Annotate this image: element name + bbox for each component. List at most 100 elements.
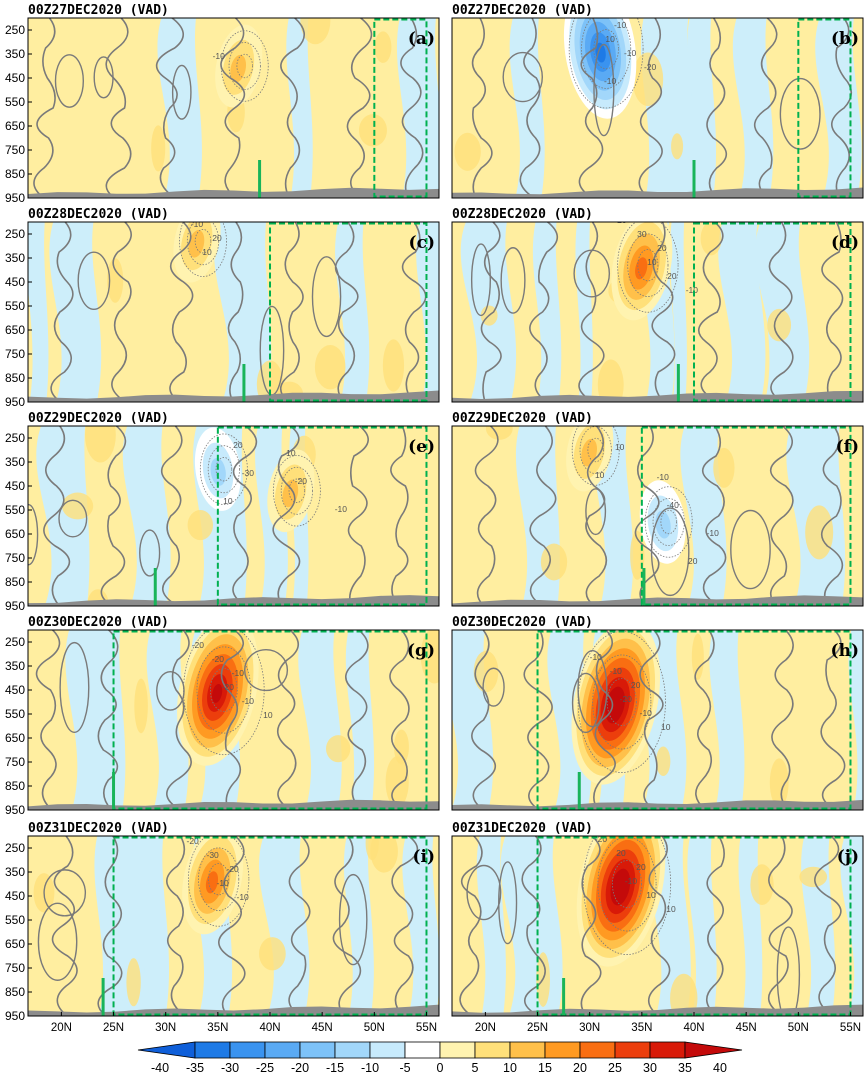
panel-label: (a) xyxy=(408,29,435,49)
negative-region xyxy=(509,18,545,198)
zero-contour xyxy=(169,222,194,402)
colorbar-bin xyxy=(137,1041,196,1059)
zero-contour xyxy=(471,18,493,198)
anomaly-core-0 xyxy=(230,54,247,83)
x-tick-label: 35N xyxy=(631,1022,652,1034)
weak-anomaly xyxy=(769,758,789,808)
colorbar-bin xyxy=(439,1041,476,1059)
colorbar-label: 5 xyxy=(472,1061,479,1075)
zero-contour xyxy=(97,630,119,810)
contour-label: 20 xyxy=(657,243,667,253)
wind-contour xyxy=(208,863,230,896)
weak-anomaly xyxy=(597,359,624,402)
terrain xyxy=(28,799,439,810)
y-tick-label: 750 xyxy=(5,551,25,565)
zero-contour xyxy=(160,426,183,606)
terrain xyxy=(452,187,863,198)
panel-label: (h) xyxy=(831,641,859,661)
panel-label: (d) xyxy=(831,233,859,253)
negative-region xyxy=(397,18,439,198)
zero-contour xyxy=(706,18,728,198)
panel-frame xyxy=(27,425,440,607)
contour-label: -20 xyxy=(222,682,235,692)
negative-region xyxy=(650,18,697,198)
contour-label: 20 xyxy=(636,862,646,872)
terrain xyxy=(28,595,439,606)
zero-contour xyxy=(831,18,853,198)
panel-title: 00Z28DEC2020 (VAD) xyxy=(452,207,593,222)
panel-frame xyxy=(451,629,864,811)
zero-contour xyxy=(578,18,604,198)
colorbar-label: -30 xyxy=(221,1061,239,1075)
zero-contour xyxy=(459,836,483,1016)
contour-label: -10 xyxy=(590,652,603,662)
zero-contour xyxy=(580,836,602,1016)
closed-contour xyxy=(243,648,289,692)
terrain xyxy=(28,187,439,198)
y-tick-label: 250 xyxy=(5,227,25,241)
colorbar-bin xyxy=(264,1041,301,1059)
x-tick-label: 35N xyxy=(207,1022,228,1034)
y-tick-label: 750 xyxy=(5,755,25,769)
analysis-box xyxy=(112,630,428,810)
colorbar-bin xyxy=(229,1041,266,1059)
y-tick-label: 750 xyxy=(5,961,25,975)
weak-anomaly xyxy=(671,133,684,160)
zero-contour xyxy=(639,630,664,810)
colorbar-bin xyxy=(684,1041,743,1059)
wind-contour xyxy=(582,836,672,955)
colorbar-label: 20 xyxy=(573,1061,587,1075)
zero-contour xyxy=(523,630,553,810)
zero-contour xyxy=(347,426,369,606)
contour-label: 10 xyxy=(605,34,615,44)
colorbar-bin xyxy=(369,1041,406,1059)
contour-label: -10 xyxy=(604,76,617,86)
closed-contour xyxy=(500,247,526,314)
y-tick-label: 650 xyxy=(5,527,25,541)
contour-label: -10 xyxy=(657,472,670,482)
panel-frame xyxy=(27,835,440,1017)
closed-contour xyxy=(156,670,185,711)
zero-contour xyxy=(814,836,842,1016)
zero-contour xyxy=(400,18,424,198)
negative-region xyxy=(416,222,439,402)
contour-label: 20 xyxy=(233,440,243,450)
wind-contour xyxy=(617,222,679,313)
contour-label: 10 xyxy=(615,442,625,452)
y-tick-label: 850 xyxy=(5,779,25,793)
colorbar-label: 25 xyxy=(608,1061,622,1075)
colorbar-label: 40 xyxy=(713,1061,727,1075)
zero-contour xyxy=(820,426,844,606)
weak-anomaly xyxy=(370,836,398,873)
wind-contour xyxy=(280,466,313,515)
contour-label: 10 xyxy=(647,257,657,267)
zero-contour xyxy=(769,426,794,606)
y-tick-label: 650 xyxy=(5,323,25,337)
y-tick-label: 950 xyxy=(5,1009,25,1023)
panel-frame xyxy=(451,17,864,199)
negative-region xyxy=(670,222,687,402)
zero-contour xyxy=(155,18,184,198)
contour-label: -10 xyxy=(236,892,249,902)
closed-contour xyxy=(171,64,192,120)
panel-label: (f) xyxy=(836,437,859,457)
closed-contour xyxy=(43,869,87,917)
wind-contour xyxy=(188,836,250,927)
contour-label: 10 xyxy=(595,470,605,480)
weak-anomaly xyxy=(805,505,834,560)
y-tick-label: 850 xyxy=(5,985,25,999)
closed-contour xyxy=(779,77,821,150)
weak-anomaly xyxy=(126,958,141,1007)
zero-contour xyxy=(280,18,305,198)
colorbar-label: 10 xyxy=(503,1061,517,1075)
contour-label: 10 xyxy=(646,890,656,900)
zero-contour xyxy=(166,836,186,1016)
closed-contour xyxy=(59,641,90,734)
wind-contour xyxy=(288,478,306,503)
wind-contour xyxy=(207,445,240,494)
panel-g: -20 -20 -10 -20 -10 10 00Z30DEC2020 (VAD) (g) 25… xyxy=(5,615,440,817)
y-tick-label: 550 xyxy=(5,95,25,109)
wind-contour xyxy=(210,668,238,712)
